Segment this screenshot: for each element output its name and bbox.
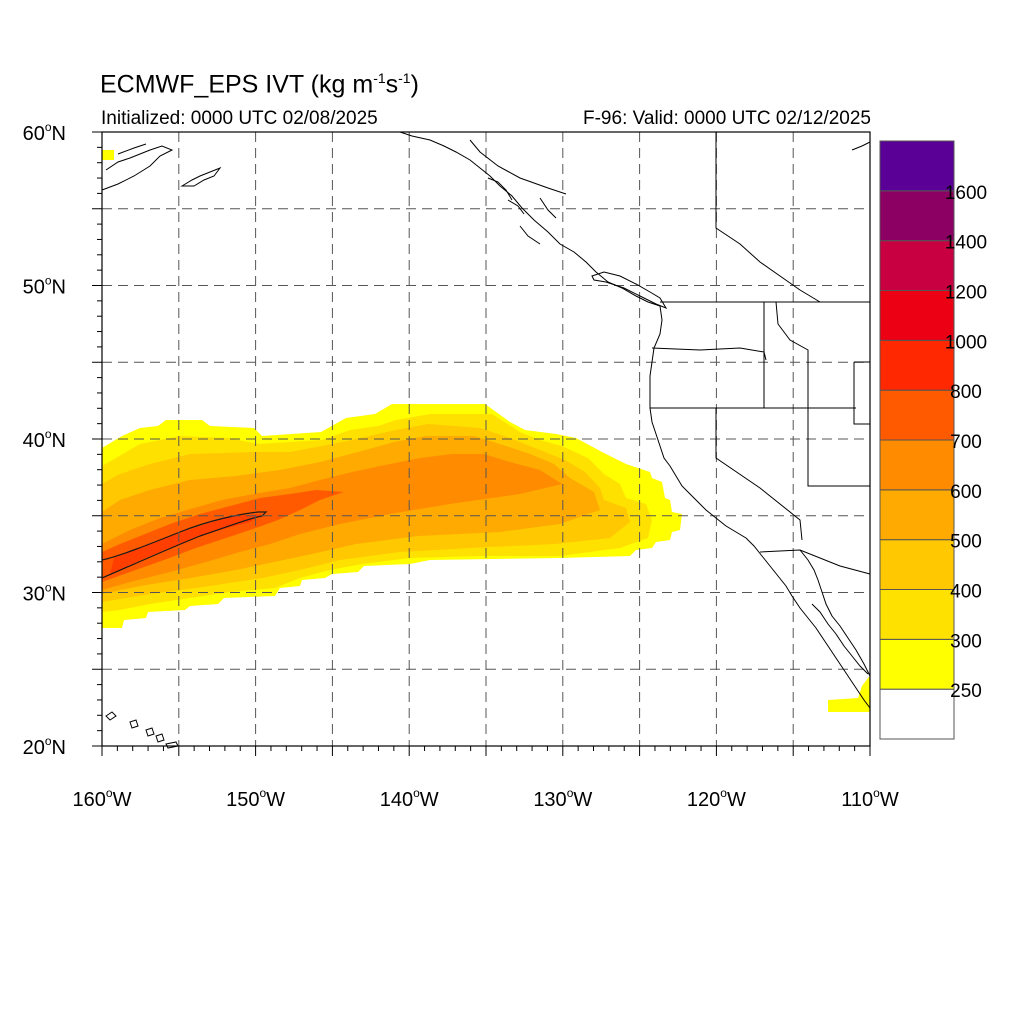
chart-title: ECMWF_EPS IVT (kg m-1s-1) — [100, 70, 419, 99]
colorbar-label: 1600 — [945, 183, 987, 204]
colorbar-labels: 250 300 400 500 600 700 800 1000 1200 1400 1600 — [945, 183, 987, 702]
coastline-alaska-nw — [851, 141, 871, 151]
border-alaska-canada — [715, 132, 821, 303]
colorbar-label: 1000 — [945, 332, 987, 353]
colorbar-swatch — [879, 339, 955, 391]
ivt-patch-alaska — [102, 150, 114, 160]
colorbar-label: 250 — [950, 681, 982, 702]
colorbar-swatch — [879, 489, 955, 541]
lat-label: 60oN — [23, 120, 66, 145]
border-us-mexico — [759, 549, 871, 575]
colorbar-swatch — [879, 389, 955, 441]
coastline-west-us — [649, 305, 871, 709]
initialized-time-label: Initialized: 0000 UTC 02/08/2025 — [101, 108, 378, 129]
border-ca-nv — [715, 408, 803, 541]
lon-label: 130oW — [533, 786, 592, 811]
lon-label: 160oW — [73, 786, 132, 811]
coastlines — [101, 131, 871, 749]
coastline-hawaii — [105, 711, 179, 749]
ivt-contour-700 — [102, 490, 344, 582]
border-utah — [853, 361, 870, 425]
colorbar-swatch — [879, 140, 955, 192]
coastline-alaska-west — [101, 143, 174, 191]
map-gridlines — [92, 131, 871, 756]
lon-label: 150oW — [226, 786, 285, 811]
lat-label: 50oN — [23, 274, 66, 299]
colorbar-label: 1400 — [945, 233, 987, 254]
lon-label: 110oW — [841, 786, 899, 811]
colorbar-swatch — [879, 290, 955, 341]
ivt-patch-baja — [828, 676, 870, 712]
lon-label: 140oW — [380, 786, 439, 811]
colorbar — [879, 140, 955, 740]
colorbar-swatch — [879, 688, 955, 740]
valid-time-label: F-96: Valid: 0000 UTC 02/12/2025 — [583, 108, 871, 129]
colorbar-label: 800 — [950, 382, 982, 403]
border-idaho — [763, 301, 809, 408]
coastline-gulf-of-california — [799, 549, 871, 677]
coastline-mexico-mainland — [811, 603, 869, 675]
lat-label: 20oN — [23, 734, 66, 759]
border-alaska-panhandle — [469, 139, 567, 195]
longitude-labels: 160oW 150oW 140oW 130oW 120oW 110oW — [73, 786, 899, 811]
colorbar-label: 500 — [950, 532, 982, 553]
colorbar-swatch — [879, 190, 955, 242]
colorbar-swatch — [879, 439, 955, 491]
colorbar-swatch — [879, 589, 955, 640]
coastline-alaska-bc — [399, 131, 661, 307]
colorbar-swatch — [879, 539, 955, 591]
latitude-labels: 20oN 30oN 40oN 50oN 60oN — [23, 120, 66, 759]
political-borders — [469, 132, 871, 575]
colorbar-label: 600 — [950, 482, 982, 503]
lat-label: 30oN — [23, 581, 66, 606]
lat-label: 40oN — [23, 427, 66, 452]
colorbar-label: 1200 — [945, 283, 987, 304]
border-wa-or — [651, 347, 767, 361]
lon-label: 120oW — [687, 786, 746, 811]
colorbar-label: 700 — [950, 432, 982, 453]
colorbar-swatch — [879, 638, 955, 690]
colorbar-swatch — [879, 240, 955, 292]
coastline-vancouver-island — [591, 271, 668, 310]
colorbar-label: 400 — [950, 582, 982, 603]
coastline-kodiak — [180, 166, 222, 187]
map-frame — [101, 131, 871, 747]
colorbar-label: 300 — [950, 631, 982, 652]
coastline-alaska-islands — [487, 177, 557, 245]
ivt-contour-line — [101, 511, 268, 579]
border-nv-az — [807, 408, 870, 487]
